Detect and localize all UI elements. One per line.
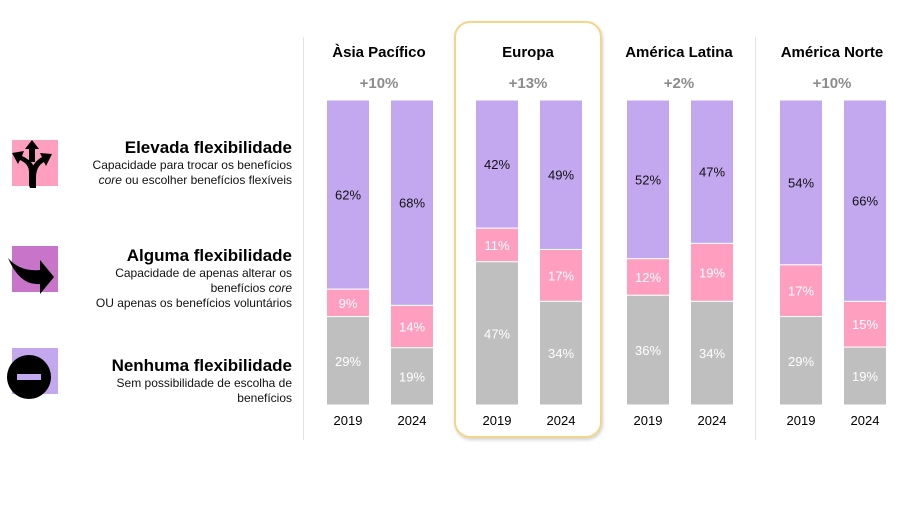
- region-delta-america-latina: +2%: [663, 75, 695, 92]
- region-title-europa: Europa: [502, 44, 554, 61]
- region-separator: [755, 37, 756, 440]
- region-title-america-latina: América Latina: [625, 44, 733, 61]
- data-label: 66%: [852, 194, 878, 209]
- bar-segment-nenhuma-flexibilidade: [390, 347, 434, 406]
- bar-segment-elevada-flexibilidade: [390, 99, 434, 306]
- split-arrows-icon: [12, 140, 52, 188]
- minus-circle-icon: [7, 355, 51, 399]
- bar-segment-alguma-flexibilidade: [475, 227, 519, 263]
- data-label: 9%: [339, 296, 358, 311]
- x-tick-label: 2024: [397, 413, 427, 428]
- data-label: 47%: [484, 326, 510, 341]
- bar-segment-nenhuma-flexibilidade: [539, 300, 583, 406]
- data-label: 17%: [788, 284, 814, 299]
- bar-segment-elevada-flexibilidade: [626, 99, 670, 260]
- region-delta-europa: +13%: [508, 75, 548, 92]
- data-label: 12%: [635, 270, 661, 285]
- desc-text: benefícios: [210, 281, 269, 295]
- data-label: 34%: [548, 346, 574, 361]
- bar-segment-nenhuma-flexibilidade: [326, 316, 370, 406]
- region-separator: [303, 37, 304, 440]
- highlight-frame-europa: [454, 21, 602, 438]
- bar-segment-nenhuma-flexibilidade: [690, 300, 734, 406]
- legend-title: Elevada flexibilidade: [124, 138, 292, 157]
- data-label: 19%: [699, 265, 725, 280]
- bar-segment-alguma-flexibilidade: [690, 242, 734, 302]
- data-label: 36%: [635, 343, 661, 358]
- x-tick-label: 2024: [850, 413, 880, 428]
- region-delta-america-norte: +10%: [812, 75, 852, 92]
- data-label: 52%: [635, 172, 661, 187]
- bar-segment-alguma-flexibilidade: [390, 304, 434, 349]
- legend-item-nenhuma: Nenhuma flexibilidade Sem possibilidade …: [0, 348, 292, 411]
- data-label: 42%: [484, 157, 510, 172]
- bar-segment-elevada-flexibilidade: [539, 99, 583, 250]
- legend-title: Alguma flexibilidade: [126, 246, 292, 265]
- data-label: 17%: [548, 268, 574, 283]
- bar-segment-elevada-flexibilidade: [779, 99, 823, 266]
- bar-segment-elevada-flexibilidade: [326, 99, 370, 290]
- x-tick-label: 2019: [786, 413, 816, 428]
- data-label: 11%: [484, 238, 509, 253]
- data-label: 47%: [699, 165, 725, 180]
- data-label: 14%: [399, 319, 425, 334]
- x-tick-label: 2019: [333, 413, 363, 428]
- x-tick-label: 2024: [546, 413, 576, 428]
- legend-desc-line: Capacidade para trocar os benefícios: [92, 158, 292, 172]
- x-tick-label: 2019: [633, 413, 663, 428]
- desc-text: ou escolher benefícios flexíveis: [121, 173, 292, 187]
- bar-segment-nenhuma-flexibilidade: [475, 261, 519, 406]
- data-label: 29%: [788, 354, 814, 369]
- legend-desc-line: benefícios core: [96, 281, 292, 296]
- legend-desc-line: benefícios: [237, 391, 292, 405]
- region-delta-asia-pacifico: +10%: [359, 75, 399, 92]
- legend-desc: Capacidade de apenas alterar os benefíci…: [96, 266, 292, 311]
- data-label: 49%: [548, 168, 574, 183]
- bar-segment-elevada-flexibilidade: [475, 99, 519, 229]
- legend-title: Nenhuma flexibilidade: [111, 356, 292, 375]
- region-title-america-norte: América Norte: [780, 44, 884, 61]
- legend-desc-line: core ou escolher benefícios flexíveis: [93, 173, 292, 188]
- bar-segment-alguma-flexibilidade: [539, 248, 583, 302]
- data-label: 19%: [852, 369, 878, 384]
- bar-segment-elevada-flexibilidade: [843, 99, 887, 302]
- x-tick-label: 2024: [697, 413, 727, 428]
- x-tick-label: 2019: [482, 413, 512, 428]
- data-label: 15%: [852, 317, 878, 332]
- legend-item-alguma: Alguma flexibilidade Capacidade de apena…: [0, 246, 292, 316]
- legend-text-nenhuma: Nenhuma flexibilidade Sem possibilidade …: [112, 356, 292, 406]
- legend-desc-line: Capacidade de apenas alterar os: [115, 266, 292, 280]
- emphasis-text: core: [98, 173, 122, 187]
- data-label: 54%: [788, 175, 814, 190]
- data-label: 19%: [399, 369, 425, 384]
- legend-desc-line: Sem possibilidade de escolha de: [116, 376, 292, 390]
- legend-text-alguma: Alguma flexibilidade Capacidade de apena…: [96, 246, 292, 311]
- data-label: 68%: [399, 196, 425, 211]
- emphasis-text: core: [268, 281, 292, 295]
- legend-desc-line: OU apenas os benefícios voluntários: [95, 296, 292, 310]
- region-title-asia-pacifico: Àsia Pacífico: [332, 44, 426, 61]
- legend-text-elevada: Elevada flexibilidade Capacidade para tr…: [93, 138, 292, 188]
- legend-desc: Sem possibilidade de escolha de benefíci…: [112, 376, 292, 406]
- data-label: 34%: [699, 346, 725, 361]
- bar-segment-alguma-flexibilidade: [326, 288, 370, 318]
- data-label: 29%: [335, 354, 361, 369]
- bar-segment-elevada-flexibilidade: [690, 99, 734, 244]
- legend-item-elevada: Elevada flexibilidade Capacidade para tr…: [0, 138, 292, 198]
- data-label: 62%: [335, 188, 361, 203]
- legend-desc: Capacidade para trocar os benefícios cor…: [93, 158, 292, 188]
- bar-segment-alguma-flexibilidade: [843, 300, 887, 348]
- curved-right-arrow-icon: [8, 258, 54, 294]
